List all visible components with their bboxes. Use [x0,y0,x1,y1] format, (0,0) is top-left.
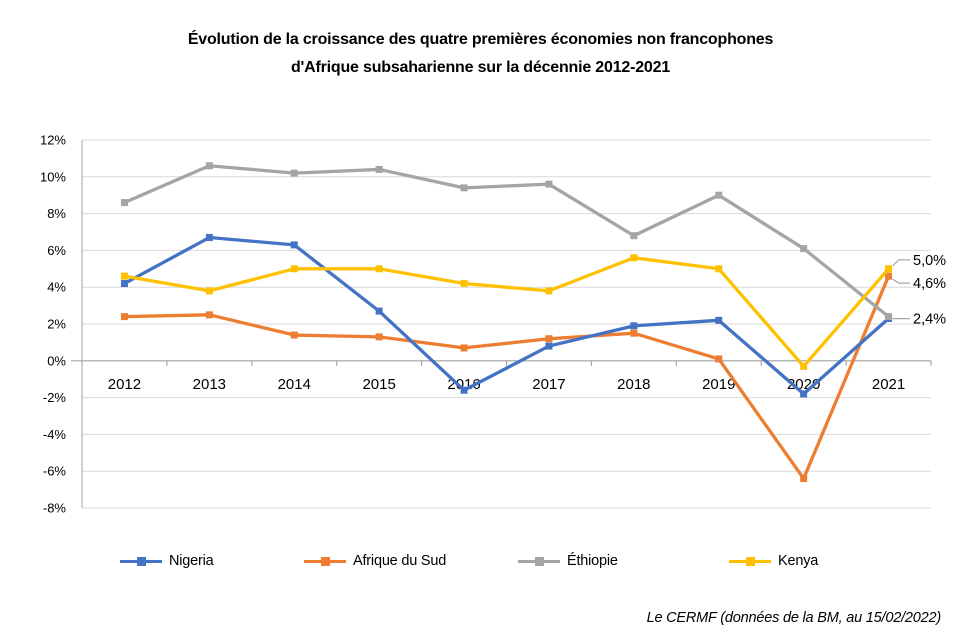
end-data-labels: 5,0% 4,6% 2,4% [892,253,946,328]
series-marker [630,254,638,262]
x-tick-label: 2015 [362,376,395,393]
chart-title-line1: Évolution de la croissance des quatre pr… [187,31,774,48]
series-marker [120,280,128,288]
x-tick-label: 2012 [108,376,141,393]
legend-label-kenya: Kenya [778,553,819,569]
series-marker [375,333,383,341]
y-tick-label: 12% [40,133,66,148]
series-marker [205,234,213,242]
y-axis-labels: 12% 10% 8% 6% 4% 2% 0% -2% -4% -6% -8% [40,133,66,516]
x-axis-ticks [81,360,932,366]
legend-label-afrique-du-sud: Afrique du Sud [353,553,447,569]
legend-item-nigeria: Nigeria [120,551,214,571]
y-tick-label: 2% [47,317,66,332]
series-marker [460,184,468,192]
x-tick-label: 2017 [532,376,565,393]
series-marker [715,316,723,324]
legend-square-nigeria [137,556,146,566]
series-line [122,164,891,319]
series-marker [460,280,468,288]
series-line [122,274,891,481]
y-tick-label: 4% [47,280,66,295]
series-line [122,256,891,368]
series-marker [545,335,553,343]
y-tick-label: 10% [40,169,66,184]
series-marker [120,199,128,207]
label-leader-line [892,278,910,284]
series-marker [205,162,213,170]
x-tick-label: 2018 [617,376,650,393]
series-nigeria [120,234,893,398]
legend-square-kenya [746,556,755,566]
x-tick-label: 2021 [872,376,905,393]
series-marker [715,191,723,199]
legend-square-afrique-du-sud [321,556,330,566]
series-marker [800,362,808,370]
legend-item-ethiopie: Éthiopie [518,551,618,571]
y-tick-label: 6% [47,243,66,258]
series-marker [375,165,383,173]
series-marker [800,245,808,253]
series-marker [630,329,638,337]
series-marker [290,169,298,177]
series-marker [715,355,723,363]
series-afrique-du-sud [120,272,893,483]
series-kenya [120,254,893,370]
series-marker [375,265,383,273]
y-tick-label: -4% [43,427,67,442]
legend-item-afrique-du-sud: Afrique du Sud [304,551,446,571]
y-tick-label: -2% [43,390,67,405]
y-tick-label: 0% [47,353,66,368]
series-marker [885,313,893,321]
legend-line-nigeria [120,556,162,566]
legend-label-nigeria: Nigeria [169,553,214,569]
x-tick-label: 2014 [278,376,311,393]
series-marker [630,232,638,240]
y-tick-label: -6% [43,464,67,479]
legend-square-ethiopie [535,556,544,566]
legend-line-kenya [729,556,771,566]
chart-title-line2: d'Afrique subsaharienne sur la décennie … [290,59,671,76]
series-line [122,235,891,396]
x-tick-label: 2013 [193,376,226,393]
series-marker [120,272,128,280]
y-tick-label: 8% [47,206,66,221]
source-note: Le CERMF (données de la BM, au 15/02/202… [646,610,942,626]
series-marker [120,313,128,321]
x-tick-label: 2019 [702,376,735,393]
series-marker [290,265,298,273]
series-marker [885,265,893,273]
series-marker [630,322,638,330]
series-marker [715,265,723,273]
legend-item-kenya: Kenya [729,551,818,571]
series-marker [545,180,553,188]
series-marker [290,241,298,249]
series-marker [375,307,383,315]
series-marker [460,344,468,352]
series-marker [800,390,808,398]
series-marker [885,272,893,280]
series-marker [545,287,553,295]
series-marker [545,342,553,350]
series-marker [205,287,213,295]
end-data-label: 4,6% [913,276,946,292]
chart-legend: Nigeria Afrique du Sud Éthiopie Kenya [0,551,961,573]
legend-label-ethiopie: Éthiopie [567,553,618,569]
series-marker [290,331,298,339]
legend-line-afrique-du-sud [304,556,346,566]
series-marker [205,311,213,319]
chart-title: Évolution de la croissance des quatre pr… [0,26,961,82]
series-éthiopie [120,162,893,321]
end-data-label: 2,4% [913,312,946,328]
label-leader-line [892,259,910,267]
series-marker [800,475,808,483]
end-data-label: 5,0% [913,253,946,269]
gridlines [82,139,931,509]
series-marker [460,386,468,394]
y-tick-label: -8% [43,501,67,516]
legend-line-ethiopie [518,556,560,566]
x-axis-labels: 2012 2013 2014 2015 2016 2017 2018 2019 2020 2021 [108,376,905,393]
